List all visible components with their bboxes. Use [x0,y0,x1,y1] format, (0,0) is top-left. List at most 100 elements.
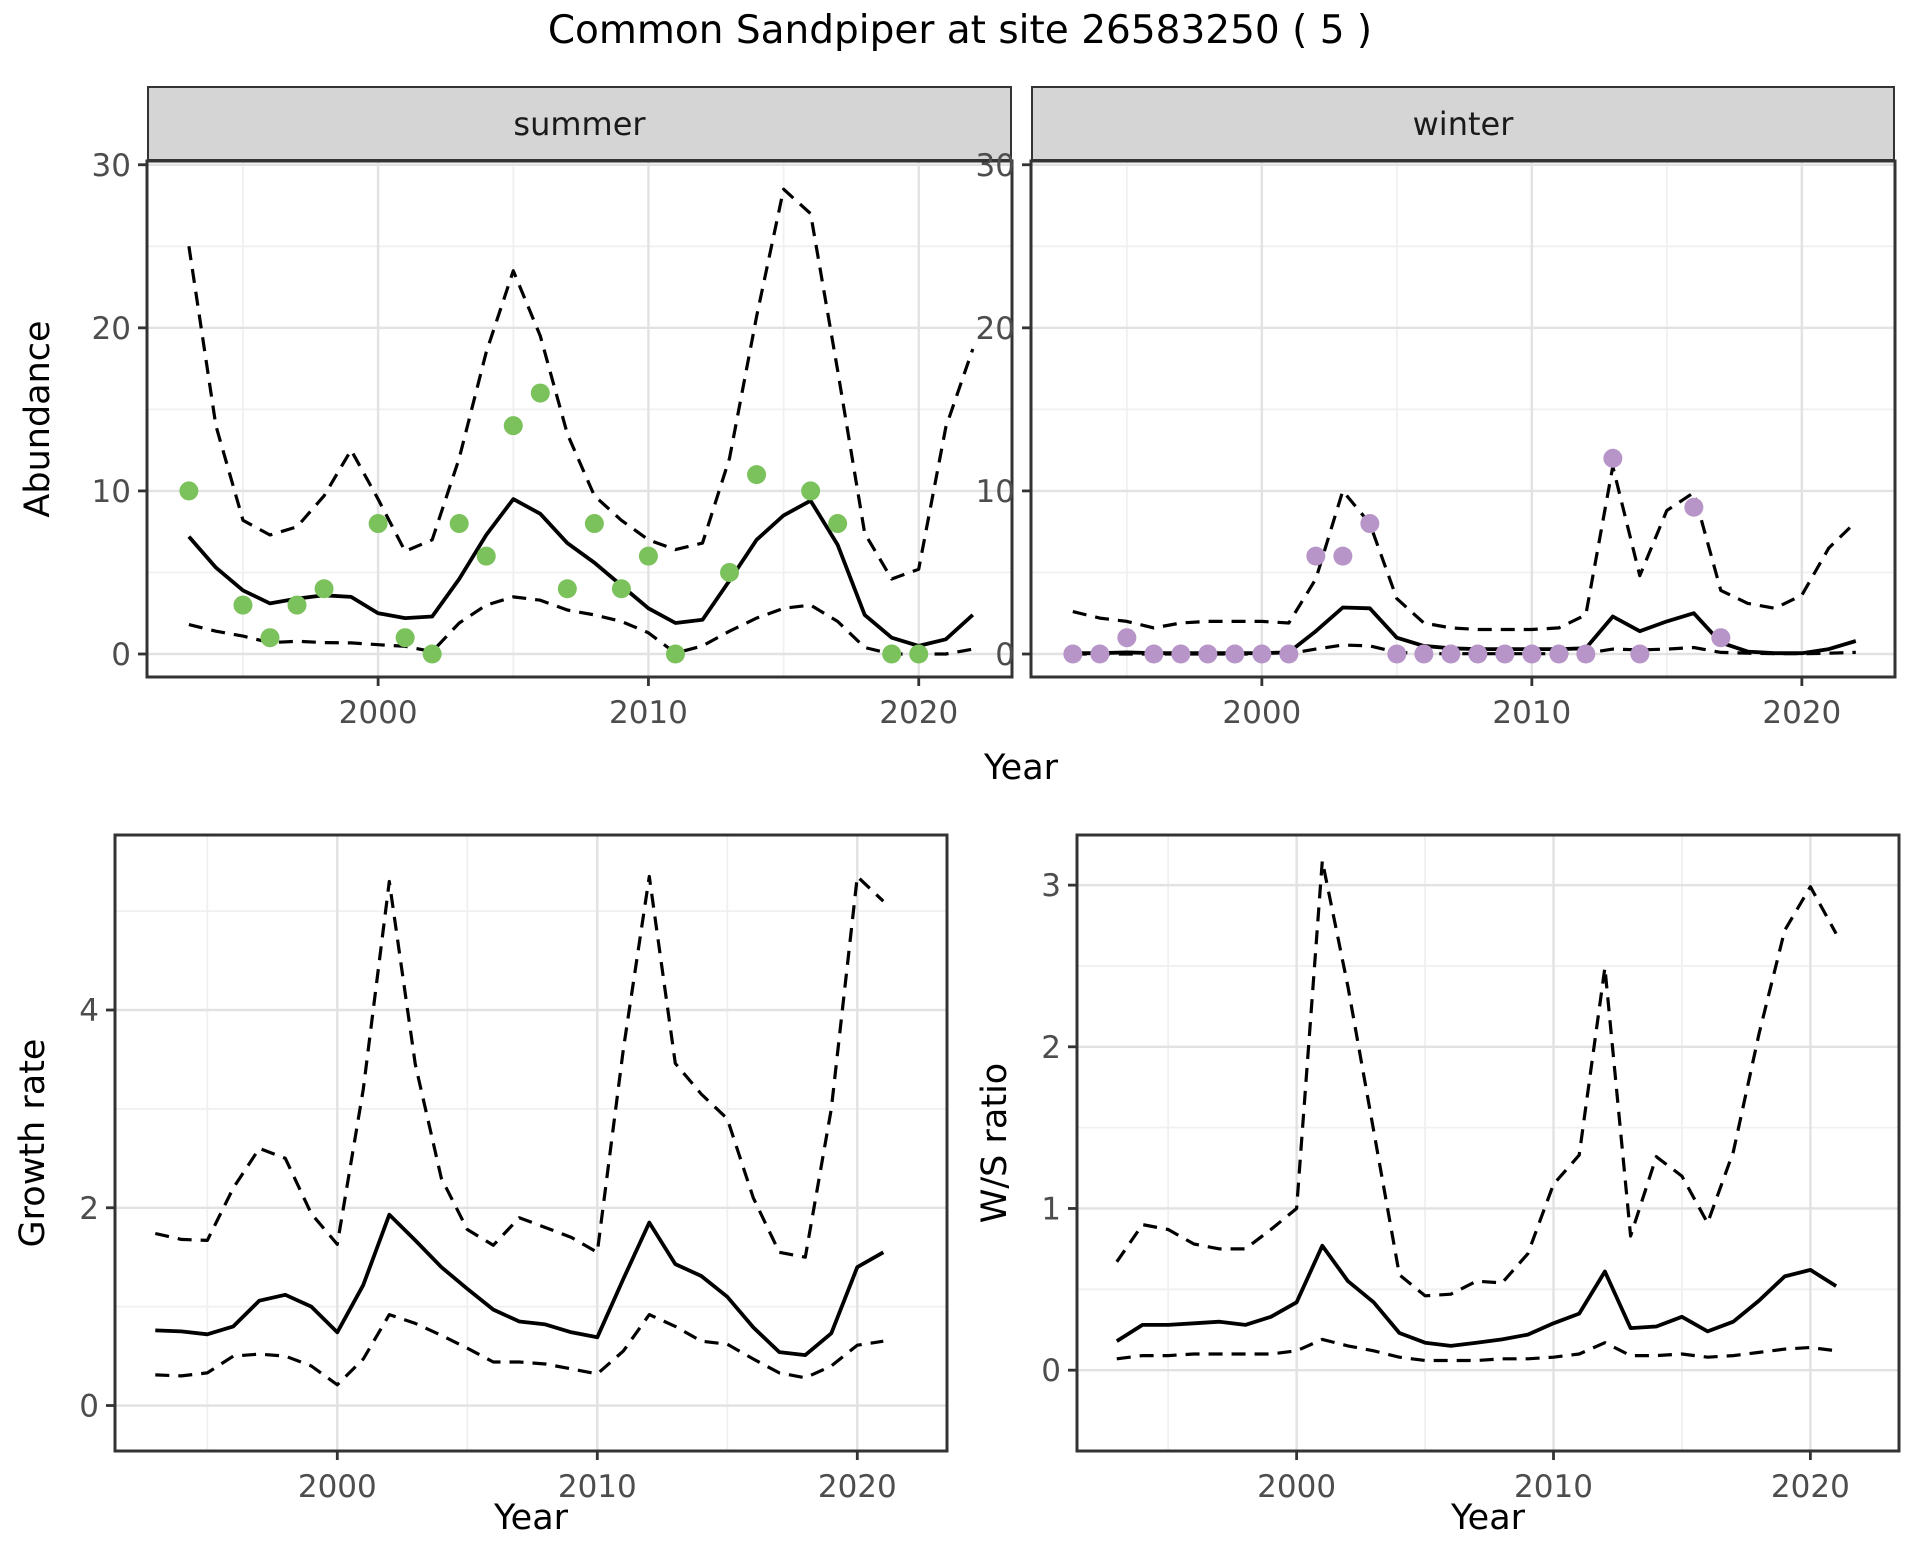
data-point [747,465,767,485]
facet-strip-winter-label: winter [1412,104,1514,143]
abundance-winter-panel: 2000 2010 2020 0 10 20 30 [976,148,1897,731]
data-point [1468,644,1488,664]
data-point [395,628,415,648]
data-point [1171,644,1191,664]
chart-title: Common Sandpiper at site 26583250 ( 5 ) [547,8,1373,53]
abundance-summer-y-tick-label: 10 [92,474,131,510]
data-point [233,595,253,615]
data-point [1684,497,1704,517]
ws-ratio-gridlines [1077,835,1899,1451]
data-point [1279,644,1299,664]
abundance-winter-x-tick-label: 2020 [1762,695,1841,731]
growth-rate-median-line [155,1212,885,1357]
facet-strip-summer-label: summer [513,104,646,143]
abundance-summer-y-tick-label: 30 [92,148,131,184]
data-point [1522,644,1542,664]
ws-ratio-x-tick-label: 2020 [1771,1469,1850,1505]
abundance-summer-panel: 2000 2010 2020 0 10 20 30 [92,148,1014,731]
growth-rate-panel: 2000 2010 2020 0 2 4 [79,833,949,1505]
data-point [476,546,496,566]
data-point [1333,546,1353,566]
data-point [1441,644,1461,664]
data-point [314,579,334,599]
data-point [1198,644,1218,664]
abundance-winter-x-tick-label: 2010 [1492,695,1571,731]
ws-ratio-upper_95-line [1115,859,1838,1298]
data-point [1063,644,1083,664]
data-point [530,383,550,403]
data-point [665,644,685,664]
growth-rate-y-tick-label: 0 [79,1389,99,1425]
growth-rate-lower_95-line [155,1312,884,1387]
data-point [179,481,199,501]
growth-rate-x-tick-label: 2020 [818,1469,897,1505]
abundance-winter-x-tick-label: 2000 [1222,695,1301,731]
abundance-summer-x-tick-label: 2000 [339,695,418,731]
year-axis-label-top: Year [983,748,1059,788]
abundance-winter-y-tick-label: 0 [995,637,1015,673]
abundance-summer-panel-border [145,159,1014,679]
data-point [611,579,631,599]
ws-ratio-y-tick-label: 3 [1041,868,1061,904]
data-point [1495,644,1515,664]
abundance-winter-gridlines [1031,161,1895,677]
growth-rate-panel-border [113,833,949,1453]
abundance-summer-upper_95-line [187,187,975,581]
data-point [1144,644,1164,664]
data-point [882,644,902,664]
data-point [1576,644,1596,664]
abundance-winter-upper_95-line [1072,464,1857,632]
abundance-winter-y-tick-label: 30 [976,148,1015,184]
data-point [1117,628,1137,648]
facet-strip-summer: summer [147,86,1012,161]
facet-strip-winter: winter [1031,86,1895,161]
ws-ratio-panel-border [1075,833,1901,1453]
abundance-winter-lower_95-line [1072,643,1856,656]
observed-counts-summer [179,383,929,664]
data-point [1549,644,1569,664]
abundance-summer-lower_95-line [188,595,974,656]
data-point [1711,628,1731,648]
growth-rate-gridlines [115,835,947,1451]
data-point [584,514,604,534]
year-axis-label-ws: Year [1450,1498,1526,1538]
growth-rate-x-tick-label: 2010 [558,1469,637,1505]
ws-ratio-lower_95-line [1116,1337,1837,1363]
growth-rate-x-tick-label: 2000 [298,1469,377,1505]
data-point [287,595,307,615]
abundance-summer-axis-ticks: 2000 2010 2020 0 10 20 30 [92,148,959,731]
abundance-summer-x-tick-label: 2010 [609,695,688,731]
data-point [260,628,280,648]
data-point [1360,514,1380,534]
ws-ratio-y-tick-label: 1 [1041,1191,1061,1227]
ws-ratio-x-tick-label: 2010 [1514,1469,1593,1505]
data-point [1603,448,1623,468]
growth-rate-y-tick-label: 4 [79,993,99,1029]
data-point [503,416,523,436]
data-point [638,546,658,566]
growth-rate-upper_95-line [154,874,885,1259]
abundance-summer-x-tick-label: 2020 [879,695,958,731]
data-point [1414,644,1434,664]
ws-ratio-median-line [1115,1243,1838,1348]
data-point [1252,644,1272,664]
data-point [1630,644,1650,664]
ws-ratio-y-tick-label: 0 [1041,1353,1061,1389]
data-point [1090,644,1110,664]
abundance-winter-panel-border [1029,159,1897,679]
data-point [828,514,848,534]
data-point [1387,644,1407,664]
data-point [720,562,740,582]
data-point [1225,644,1245,664]
abundance-winter-y-tick-label: 20 [976,311,1015,347]
data-point [801,481,821,501]
year-axis-label-growth: Year [493,1498,569,1538]
data-point [368,514,388,534]
ws-ratio-axis-ticks: 2000 2010 2020 0 1 2 3 [1041,868,1850,1505]
data-point [909,644,929,664]
abundance-winter-axis-ticks: 2000 2010 2020 0 10 20 30 [976,148,1842,731]
data-point [557,579,577,599]
abundance-summer-y-tick-label: 0 [111,637,131,673]
